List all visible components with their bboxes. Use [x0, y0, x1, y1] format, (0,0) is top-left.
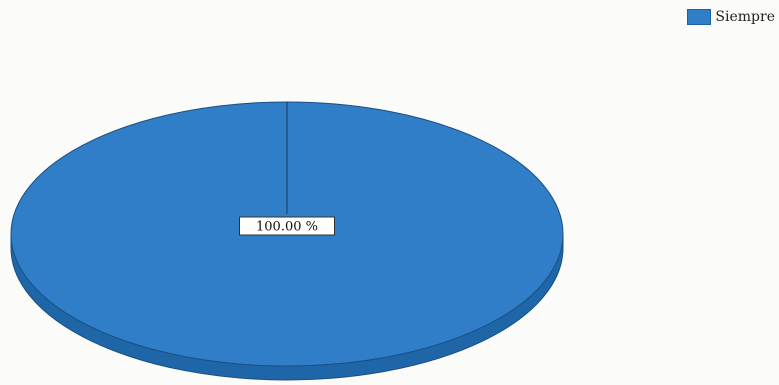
- data-label-siempre: 100.00 %: [256, 220, 318, 235]
- legend: Siempre: [687, 9, 775, 25]
- legend-label-siempre: Siempre: [715, 9, 775, 25]
- data-label-box: [239, 216, 335, 236]
- legend-swatch-siempre: [687, 9, 712, 25]
